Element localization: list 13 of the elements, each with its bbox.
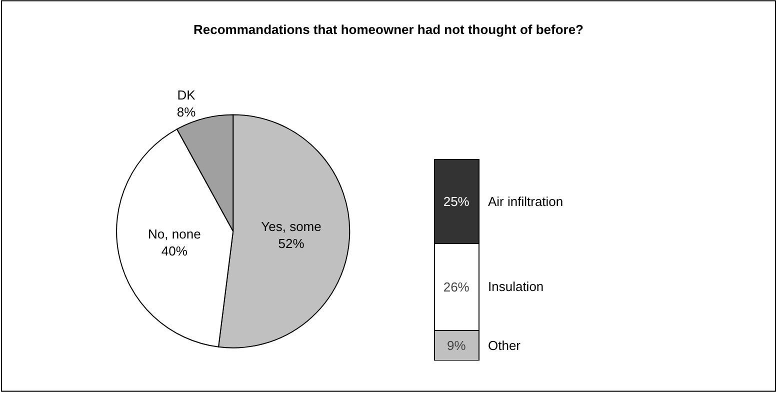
data-label: 8% [176, 104, 196, 120]
data-label: 25% [443, 194, 470, 209]
text: Recommandations that homeowner had not thought of before? [194, 22, 584, 38]
data-label: 52% [278, 236, 305, 251]
series-label: Insulation [488, 279, 544, 294]
slice-label: DK [177, 87, 196, 102]
series-label: Other [488, 338, 522, 353]
data-label: 40% [161, 243, 188, 258]
data-label: 9% [446, 338, 466, 354]
series-label: Air infiltration [488, 194, 564, 209]
data-label: 26% [443, 279, 470, 294]
slice-label: No, none [148, 226, 201, 242]
slice-label: Yes, some [261, 218, 322, 234]
